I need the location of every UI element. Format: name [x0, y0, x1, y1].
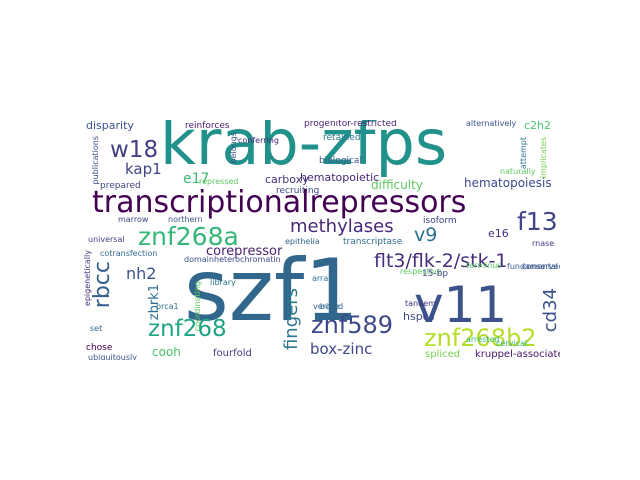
cloud-word: kruppel-associated	[475, 349, 560, 360]
cloud-word: universal	[88, 235, 125, 244]
cloud-word: cd34	[540, 288, 560, 333]
cloud-word: northern	[168, 215, 203, 224]
cloud-word: hematopoietic	[300, 171, 380, 184]
cloud-word: rbcc	[90, 261, 115, 309]
cloud-word: cooh	[152, 345, 181, 359]
cloud-word: znf268	[148, 316, 227, 342]
cloud-word: e17	[183, 171, 210, 187]
cloud-word: set	[90, 324, 103, 333]
cloud-word: v9	[414, 224, 438, 246]
cloud-word: implicates	[539, 137, 548, 179]
cloud-word: kap1	[125, 160, 162, 178]
cloud-word: flt3/flk-2/stk-1	[374, 250, 508, 272]
cloud-word: transcriptase	[343, 237, 403, 247]
cloud-word: fingers	[281, 288, 302, 351]
cloud-word: ubiquitously	[88, 353, 137, 361]
cloud-word: verified	[313, 302, 344, 311]
cloud-word: alternatively	[466, 120, 517, 128]
cloud-word: transcriptionalrepressors	[92, 185, 467, 220]
cloud-word: difficulty	[371, 178, 423, 192]
cloud-word: c2h2	[524, 120, 552, 132]
cloud-word: znf589	[311, 311, 394, 339]
cloud-word: library	[210, 278, 236, 287]
cloud-word: recruiting	[276, 186, 320, 196]
cloud-word: conferring	[238, 136, 279, 145]
cloud-word: attempt	[519, 137, 528, 170]
cloud-word: tandem	[405, 299, 436, 308]
cloud-word: w18	[110, 137, 159, 163]
cloud-word: cotransfection	[100, 249, 158, 258]
cloud-word: chose	[86, 343, 113, 353]
cloud-word: corepressor	[206, 244, 283, 259]
cloud-word: cervical	[496, 339, 528, 348]
cloud-word: hspcs	[403, 310, 435, 323]
cloud-word: fourfold	[213, 348, 252, 359]
cloud-word: znf268a	[138, 222, 239, 251]
cloud-word: domain	[184, 255, 214, 264]
cloud-word: progenitor-restricted	[304, 120, 397, 129]
cloud-word: biological	[319, 156, 362, 166]
cloud-word: fundamental	[507, 262, 558, 271]
cloud-word: publications	[91, 136, 100, 185]
cloud-word: heterochromatin	[214, 255, 281, 264]
cloud-word: coordinating	[193, 281, 202, 332]
cloud-word: disparity	[86, 120, 134, 132]
cloud-word: belongs	[229, 132, 238, 164]
cloud-word: arrays	[312, 274, 338, 283]
cloud-word: repressed	[199, 177, 239, 186]
cloud-word: znf268b2	[424, 324, 537, 352]
word-cloud: szf1 krab-zfps v11 transcriptionalrepres…	[80, 120, 560, 360]
cloud-word: krab-zfps	[160, 120, 448, 179]
cloud-word: methylases	[290, 216, 394, 237]
cloud-word: carboxy	[265, 173, 309, 186]
cloud-word: arrested	[466, 335, 500, 344]
cloud-word: spliced	[425, 349, 461, 360]
cloud-word: prepared	[100, 181, 141, 191]
cloud-word: hematopoiesis	[464, 176, 552, 190]
cloud-word: reinforces	[185, 121, 230, 131]
cloud-word: respective	[400, 267, 442, 276]
cloud-word: epithelia	[285, 237, 320, 246]
cloud-word: marrow	[118, 215, 149, 224]
cloud-word: brca1	[156, 302, 179, 311]
cloud-word: terminus	[466, 261, 502, 270]
cloud-word: f13	[517, 207, 558, 236]
cloud-word: e16	[488, 227, 509, 240]
cloud-word: conserved	[522, 262, 560, 271]
cloud-word: v11	[414, 276, 508, 334]
cloud-word: retained	[323, 133, 361, 143]
cloud-word: isoform	[423, 216, 457, 226]
cloud-word: nh2	[126, 264, 157, 283]
cloud-word: rnase	[532, 239, 555, 248]
cloud-word: epigenetically	[83, 250, 92, 307]
cloud-word: szf1	[184, 241, 359, 341]
cloud-word: box-zinc	[310, 340, 373, 358]
cloud-word: 15-bp	[422, 269, 449, 279]
cloud-word: naturally	[500, 167, 536, 176]
cloud-word: bone	[320, 302, 340, 311]
